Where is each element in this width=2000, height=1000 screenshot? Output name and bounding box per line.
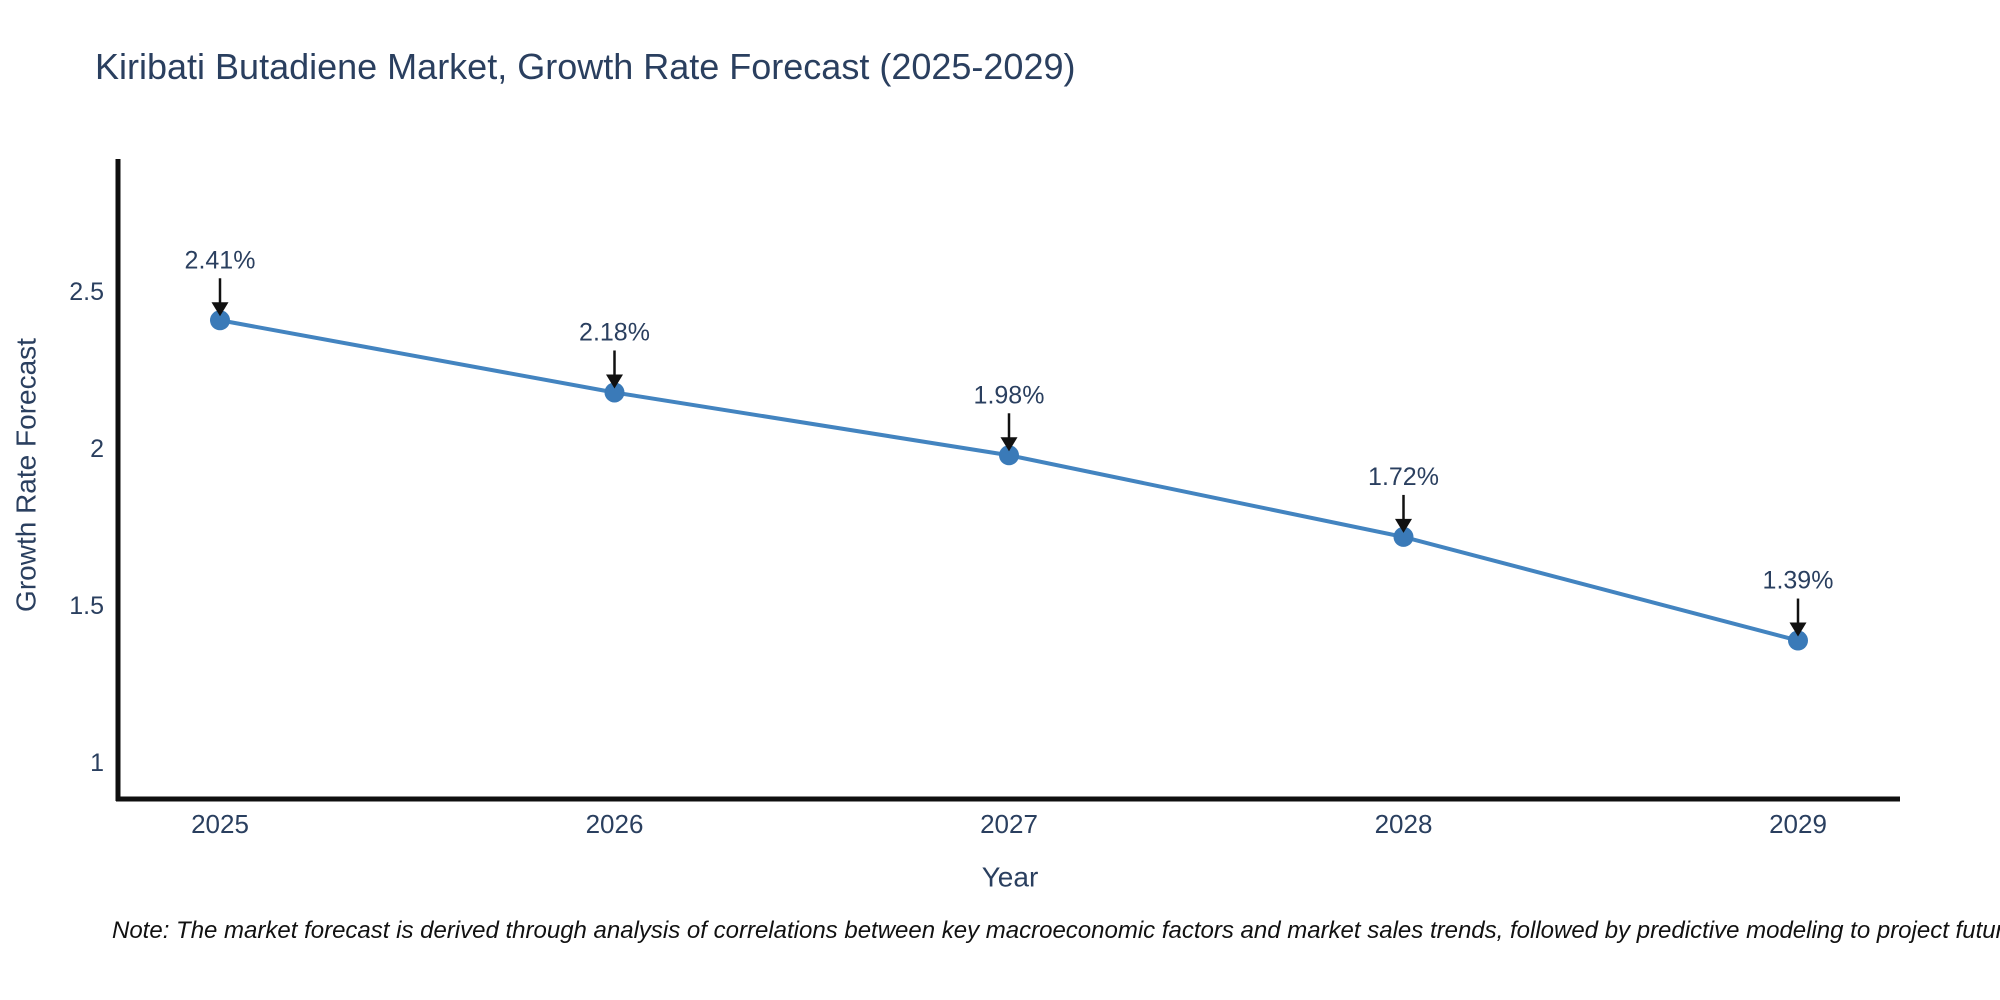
data-point-label: 2.41%: [185, 246, 256, 274]
y-tick-label: 1: [90, 749, 104, 777]
annotation-arrow-head: [1395, 518, 1412, 533]
data-point-label: 1.39%: [1763, 567, 1834, 595]
x-tick-label: 2027: [980, 809, 1038, 839]
x-tick-label: 2026: [586, 809, 644, 839]
y-axis-title: Growth Rate Forecast: [11, 338, 42, 612]
data-point-label: 1.72%: [1368, 463, 1439, 491]
x-tick-label: 2025: [191, 809, 249, 839]
y-tick-label: 1.5: [69, 592, 104, 620]
y-tick-label: 2: [90, 435, 104, 463]
chart-title: Kiribati Butadiene Market, Growth Rate F…: [95, 46, 1076, 87]
data-point-marker[interactable]: [999, 445, 1019, 466]
data-point-label: 2.18%: [579, 318, 650, 346]
annotation-arrow-head: [1789, 622, 1807, 637]
data-point-marker[interactable]: [604, 382, 625, 403]
data-point-marker[interactable]: [1393, 526, 1414, 547]
chart-footnote: Note: The market forecast is derived thr…: [112, 917, 2000, 944]
annotation-arrow-head: [211, 302, 229, 317]
annotation-arrow-head: [1000, 437, 1018, 452]
data-point-marker[interactable]: [210, 310, 230, 331]
y-tick-label: 2.5: [69, 278, 104, 306]
x-axis-title: Year: [982, 862, 1039, 893]
x-tick-label: 2028: [1375, 809, 1433, 839]
x-tick-label: 2029: [1769, 809, 1827, 839]
annotation-arrow-head: [606, 374, 623, 389]
forecast-line-series: [218, 318, 1800, 643]
data-point-marker[interactable]: [1788, 630, 1808, 651]
data-point-label: 1.98%: [974, 381, 1045, 409]
